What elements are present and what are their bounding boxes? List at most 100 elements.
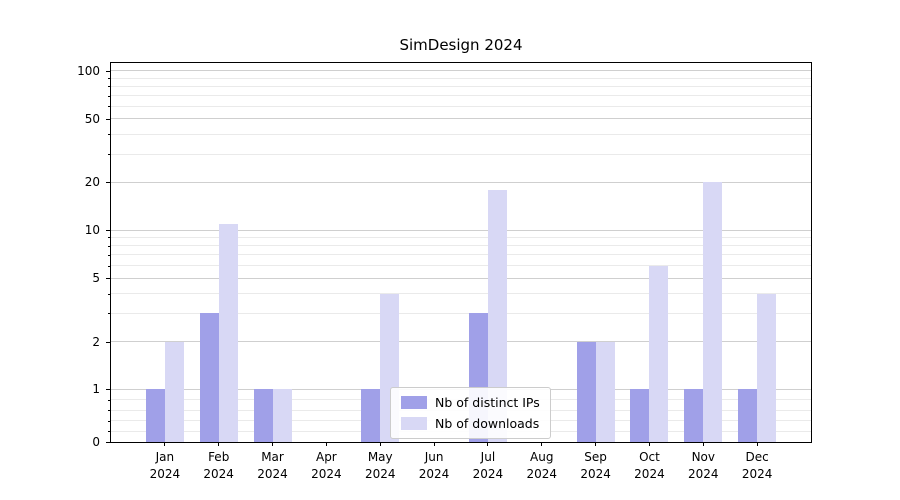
y-tick-label: 100 bbox=[77, 63, 100, 78]
y-gridline-minor bbox=[111, 85, 811, 87]
x-tick-mark bbox=[487, 442, 489, 446]
y-tick-mark-minor bbox=[108, 254, 110, 256]
y-gridline-major bbox=[111, 341, 811, 343]
x-tick-label: Feb 2024 bbox=[203, 450, 234, 481]
y-gridline-major bbox=[111, 181, 811, 183]
x-tick-label: Jan 2024 bbox=[149, 450, 181, 481]
y-tick-label: 5 bbox=[92, 271, 100, 286]
y-tick-mark-minor bbox=[108, 154, 110, 156]
x-tick-label: Apr 2024 bbox=[311, 450, 342, 481]
y-gridline-minor bbox=[111, 293, 811, 295]
y-tick-label: 0 bbox=[92, 435, 100, 449]
chart-title: SimDesign 2024 bbox=[399, 36, 523, 54]
x-tick-mark bbox=[164, 442, 166, 446]
legend-label-downloads: Nb of downloads bbox=[435, 416, 540, 431]
y-tick-mark-minor bbox=[108, 134, 110, 136]
x-tick-label: Mar 2024 bbox=[257, 450, 288, 481]
y-gridline-major bbox=[111, 118, 811, 120]
legend-item-downloads: Nb of downloads bbox=[401, 416, 540, 431]
y-tick-mark bbox=[106, 442, 110, 443]
y-gridline-minor bbox=[111, 95, 811, 97]
y-tick-mark bbox=[106, 230, 110, 232]
y-tick-mark bbox=[106, 341, 110, 343]
x-tick-mark bbox=[541, 442, 543, 446]
y-gridline-minor bbox=[111, 105, 811, 107]
legend-swatch-distinct-ips bbox=[401, 396, 427, 409]
legend: Nb of distinct IPs Nb of downloads bbox=[390, 387, 551, 439]
plot-area bbox=[110, 62, 812, 443]
y-tick-mark-minor bbox=[108, 106, 110, 108]
y-gridline-minor bbox=[111, 254, 811, 256]
y-tick-mark bbox=[106, 70, 110, 72]
y-tick-label: 10 bbox=[84, 223, 100, 238]
x-tick-mark bbox=[756, 442, 758, 446]
y-tick-mark-minor bbox=[108, 313, 110, 315]
y-tick-label: 2 bbox=[92, 334, 100, 349]
y-tick-mark bbox=[106, 182, 110, 184]
y-gridline-minor bbox=[111, 245, 811, 247]
x-tick-label: Nov 2024 bbox=[688, 450, 719, 481]
y-gridline-major bbox=[111, 229, 811, 231]
x-tick-mark bbox=[595, 442, 597, 446]
y-tick-mark-minor bbox=[108, 95, 110, 97]
y-tick-mark bbox=[106, 389, 110, 391]
y-tick-mark-minor bbox=[108, 431, 110, 433]
y-gridline-minor bbox=[111, 153, 811, 155]
bar-distinct-ips-nov-2024 bbox=[684, 389, 704, 442]
bar-distinct-ips-dec-2024 bbox=[738, 389, 758, 442]
bar-downloads-mar-2024 bbox=[272, 389, 292, 442]
bar-downloads-oct-2024 bbox=[649, 265, 669, 442]
x-tick-mark bbox=[218, 442, 220, 446]
bar-downloads-dec-2024 bbox=[757, 293, 777, 442]
y-gridline-minor bbox=[111, 312, 811, 314]
y-gridline-minor bbox=[111, 237, 811, 238]
y-tick-mark-minor bbox=[108, 245, 110, 247]
bar-downloads-jan-2024 bbox=[164, 341, 184, 442]
y-gridline-minor bbox=[111, 133, 811, 135]
legend-label-distinct-ips: Nb of distinct IPs bbox=[435, 395, 540, 410]
bar-downloads-nov-2024 bbox=[703, 182, 723, 442]
bar-distinct-ips-mar-2024 bbox=[253, 389, 273, 442]
y-tick-mark-minor bbox=[108, 399, 110, 401]
bar-distinct-ips-feb-2024 bbox=[199, 313, 219, 442]
x-tick-mark bbox=[325, 442, 327, 446]
y-gridline-minor bbox=[111, 265, 811, 267]
legend-swatch-downloads bbox=[401, 417, 427, 430]
y-gridline-minor bbox=[111, 77, 811, 79]
y-tick-mark-minor bbox=[108, 293, 110, 295]
x-tick-mark bbox=[702, 442, 704, 446]
y-gridline-major bbox=[111, 70, 811, 72]
x-tick-label: Sep 2024 bbox=[580, 450, 611, 481]
x-tick-label: Jul 2024 bbox=[472, 450, 504, 481]
y-tick-label: 1 bbox=[92, 382, 100, 397]
bar-distinct-ips-may-2024 bbox=[361, 389, 381, 442]
y-tick-mark bbox=[106, 118, 110, 120]
bar-downloads-jul-2024 bbox=[487, 189, 507, 442]
x-tick-mark bbox=[648, 442, 650, 446]
legend-item-distinct-ips: Nb of distinct IPs bbox=[401, 395, 540, 410]
x-tick-label: May 2024 bbox=[364, 450, 396, 481]
y-tick-mark-minor bbox=[108, 237, 110, 239]
x-tick-label: Oct 2024 bbox=[634, 450, 665, 481]
x-tick-label: Jun 2024 bbox=[418, 450, 450, 481]
y-tick-label: 20 bbox=[84, 175, 100, 190]
y-tick-mark-minor bbox=[108, 265, 110, 267]
x-tick-label: Dec 2024 bbox=[741, 450, 773, 481]
x-tick-mark bbox=[379, 442, 381, 446]
bar-distinct-ips-jan-2024 bbox=[145, 389, 165, 442]
x-tick-label: Aug 2024 bbox=[526, 450, 558, 481]
bar-distinct-ips-sep-2024 bbox=[576, 341, 596, 442]
y-tick-label: 50 bbox=[84, 111, 100, 126]
y-tick-mark-minor bbox=[108, 410, 110, 412]
y-tick-mark bbox=[106, 278, 110, 280]
bar-distinct-ips-oct-2024 bbox=[630, 389, 650, 442]
bar-downloads-feb-2024 bbox=[218, 223, 238, 442]
y-tick-mark-minor bbox=[108, 420, 110, 422]
y-tick-mark-minor bbox=[108, 86, 110, 88]
y-gridline-major bbox=[111, 277, 811, 279]
x-tick-mark bbox=[272, 442, 274, 446]
x-tick-mark bbox=[433, 442, 435, 446]
y-tick-mark-minor bbox=[108, 78, 110, 80]
bar-downloads-sep-2024 bbox=[595, 341, 615, 442]
